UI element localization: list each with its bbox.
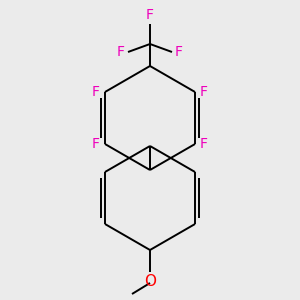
Text: F: F <box>146 8 154 22</box>
Text: F: F <box>92 85 100 99</box>
Text: O: O <box>144 274 156 289</box>
Text: F: F <box>200 137 208 151</box>
Text: F: F <box>92 137 100 151</box>
Text: F: F <box>175 45 183 59</box>
Text: F: F <box>200 85 208 99</box>
Text: F: F <box>117 45 125 59</box>
